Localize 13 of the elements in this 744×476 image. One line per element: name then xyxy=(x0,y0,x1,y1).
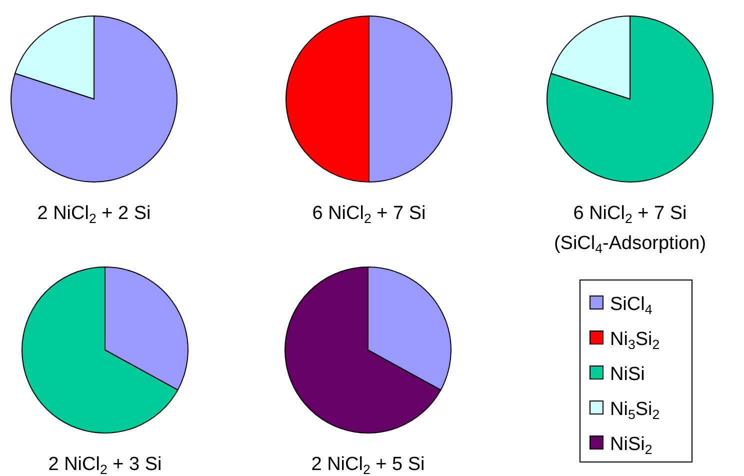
category-label: Ni$_{3}$Si$_{2}$ xyxy=(610,329,660,352)
text: 2 NiCl$_{2}$ + 3 Si xyxy=(48,454,162,476)
category-label: SiCl$_{4}$ xyxy=(610,294,652,317)
category-label: NiSi xyxy=(610,364,645,385)
text: 2 NiCl$_{2}$ + 2 Si xyxy=(37,203,151,226)
text: 6 NiCl$_{2}$ + 7 Si xyxy=(312,203,426,226)
category-label: Ni$_{5}$Si$_{2}$ xyxy=(610,399,660,422)
pie-slice xyxy=(546,16,714,182)
text: 2 NiCl$_{2}$ + 5 Si xyxy=(311,454,425,476)
pie-slice xyxy=(10,16,178,182)
text: 6 NiCl$_{2}$ + 7 Si xyxy=(573,203,687,226)
category-label: NiSi$_{2}$ xyxy=(610,434,652,457)
text: (SiCl$_{4}$-Adsorption) xyxy=(554,233,706,256)
